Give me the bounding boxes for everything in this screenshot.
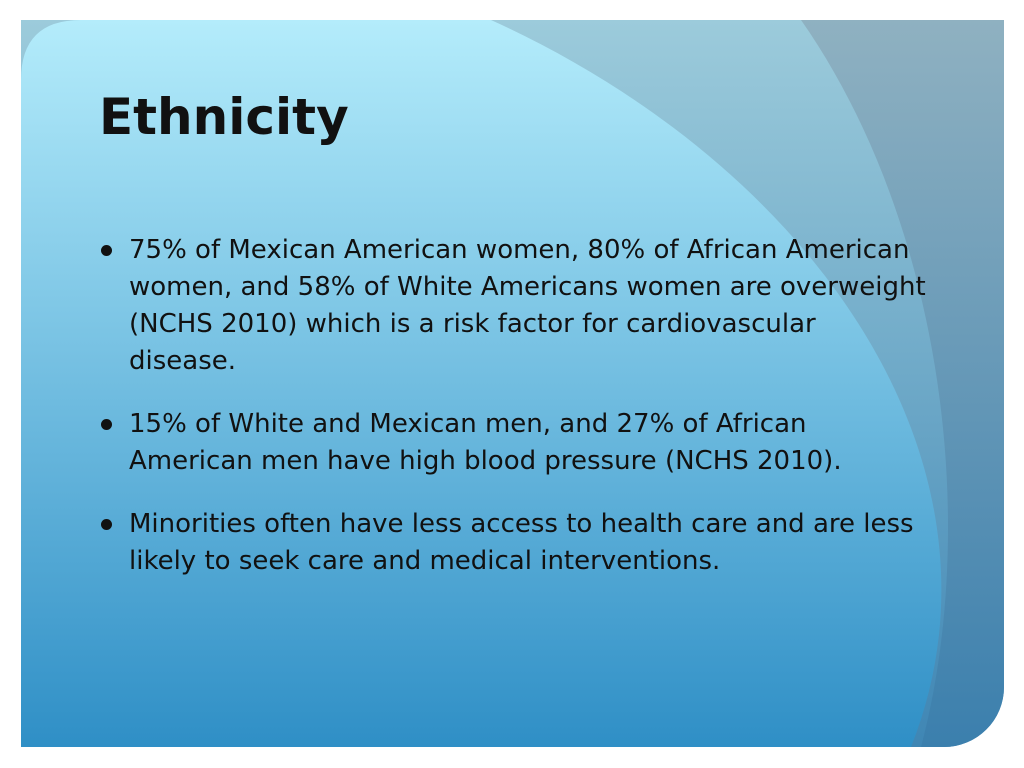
slide: Ethnicity 75% of Mexican American women,… bbox=[21, 20, 1004, 747]
bullet: Minorities often have less access to hea… bbox=[101, 506, 929, 580]
bullet: 15% of White and Mexican men, and 27% of… bbox=[101, 406, 929, 480]
bullet-list: 75% of Mexican American women, 80% of Af… bbox=[101, 232, 929, 606]
slide-title: Ethnicity bbox=[99, 88, 349, 146]
background bbox=[21, 20, 1004, 747]
bullet: 75% of Mexican American women, 80% of Af… bbox=[101, 232, 929, 380]
